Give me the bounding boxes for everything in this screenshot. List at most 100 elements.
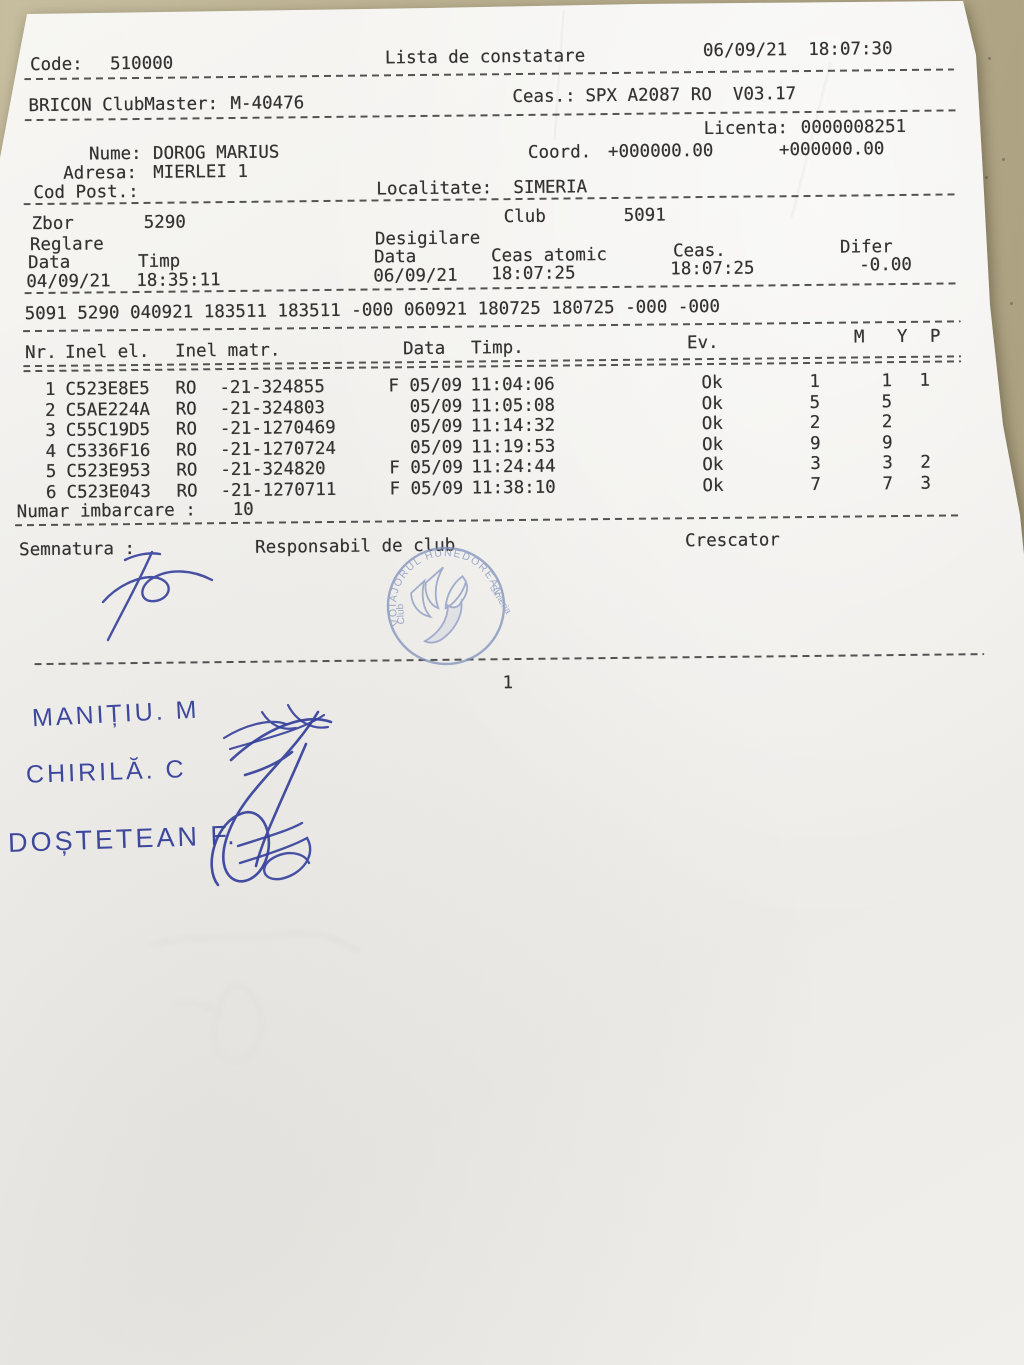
cell-y: 7 xyxy=(882,474,894,495)
cell-inel_matr: -21-1270711 xyxy=(220,479,337,502)
cell-m: 7 xyxy=(810,474,822,495)
cell-ev: Ok xyxy=(702,475,724,497)
page-number: 1 xyxy=(502,673,514,694)
cell-timp: 11:24:44 xyxy=(471,457,556,478)
locality-label: Localitate: xyxy=(376,178,493,200)
clock-value-2: 18:07:25 xyxy=(670,258,755,280)
boarding-count-label: Numar imbarcare : xyxy=(16,500,196,523)
postcode-label: Cod Post.: xyxy=(33,181,139,204)
cell-timp: 11:19:53 xyxy=(470,436,556,458)
handwritten-name-2: CHIRILĂ. C xyxy=(25,755,188,789)
cell-inel_el: C523E953 xyxy=(66,461,151,483)
background-speck xyxy=(985,176,988,179)
cell-f: F xyxy=(389,458,400,479)
name-label: Nume: xyxy=(88,143,142,165)
cell-m: 3 xyxy=(810,454,821,475)
stamp-pigeon-icon xyxy=(410,566,469,644)
cell-data: 05/09 xyxy=(410,478,464,500)
cell-y: 1 xyxy=(881,371,893,392)
cell-nr: 5 xyxy=(45,462,57,483)
cell-ev: Ok xyxy=(701,372,723,394)
coord-value-1: +000000.00 xyxy=(607,140,714,163)
cell-f: F xyxy=(389,479,401,500)
cell-inel_matr: -21-1270469 xyxy=(219,418,336,440)
cell-inel_matr: -21-1270724 xyxy=(219,438,337,460)
cell-data: 05/09 xyxy=(410,457,464,479)
cell-y: 9 xyxy=(881,432,893,453)
stamp-text-right: Simeria xyxy=(487,583,514,617)
cell-data: 05/09 xyxy=(409,437,463,458)
cell-f: F xyxy=(388,376,400,397)
cell-data: 05/09 xyxy=(409,416,463,438)
coord-value-2: +000000.00 xyxy=(778,139,885,161)
zbor-value: 5290 xyxy=(143,212,186,233)
cell-timp: 11:05:08 xyxy=(470,395,556,417)
zbor-label: Zbor xyxy=(31,213,74,235)
col-header-y: Y xyxy=(896,326,908,348)
code-label: Code: xyxy=(29,54,83,76)
club-value: 5091 xyxy=(623,205,666,226)
background-speck xyxy=(988,57,991,60)
cell-timp: 11:14:32 xyxy=(470,415,556,437)
cell-inel_el: C55C19D5 xyxy=(65,420,151,441)
col-header-m: M xyxy=(853,327,865,348)
cell-nr: 6 xyxy=(45,482,57,503)
desigilare-data-header: Data xyxy=(373,247,417,268)
cell-p: 1 xyxy=(919,370,931,391)
cell-m: 2 xyxy=(809,413,821,434)
cell-m: 1 xyxy=(809,371,821,392)
report-datetime: 06/09/21 18:07:30 xyxy=(702,39,893,62)
col-header-nr: Nr. xyxy=(24,342,57,364)
cell-nr: 1 xyxy=(44,379,56,400)
cell-nr: 4 xyxy=(45,441,57,462)
cell-tara: RO xyxy=(175,378,197,399)
cell-ev: Ok xyxy=(701,414,724,435)
reglare-timp-header: Timp xyxy=(138,251,181,272)
report-title: Lista de constatare xyxy=(384,46,586,69)
cell-y: 5 xyxy=(881,391,893,412)
device-label: BRICON ClubMaster: xyxy=(28,94,219,117)
cell-y: 3 xyxy=(882,453,893,474)
stamp-text-left: Club xyxy=(395,603,407,625)
cell-inel_matr: -21-324855 xyxy=(219,377,325,399)
cell-inel_el: C523E043 xyxy=(66,481,151,503)
address-label: Adresa: xyxy=(63,162,138,184)
cell-ev: Ok xyxy=(702,455,724,476)
cell-tara: RO xyxy=(175,440,198,461)
device-value: M-40476 xyxy=(230,93,305,115)
cell-p: 3 xyxy=(920,473,932,494)
cell-tara: RO xyxy=(175,398,197,420)
cell-ev: Ok xyxy=(701,434,724,455)
cell-nr: 2 xyxy=(45,400,56,421)
cell-ev: Ok xyxy=(701,393,723,414)
clock-value: SPX A2087 RO V03.17 xyxy=(585,84,797,107)
reglare-data-value: 04/09/21 xyxy=(26,271,111,293)
cell-timp: 11:38:10 xyxy=(471,477,556,499)
raw-code-line: 5091 5290 040921 183511 183511 -000 0609… xyxy=(24,296,721,325)
cell-nr: 3 xyxy=(45,421,56,442)
col-header-inel-el: Inel el. xyxy=(64,341,150,363)
cell-inel_el: C5AE224A xyxy=(65,399,151,421)
coord-label: Coord. xyxy=(527,142,592,163)
col-header-ev: Ev. xyxy=(686,332,719,354)
license-label: Licenta: xyxy=(703,118,789,140)
background-speck xyxy=(1010,302,1013,305)
difference-value: -0.00 xyxy=(859,254,912,276)
cell-inel_el: C523E8E5 xyxy=(65,378,150,400)
name-value: DOROG MARIUS xyxy=(152,142,280,164)
cell-tara: RO xyxy=(175,419,198,440)
boarding-count-value: 10 xyxy=(232,499,254,521)
reglare-timp-value: 18:35:11 xyxy=(136,270,221,292)
cell-y: 2 xyxy=(881,412,893,433)
col-header-inel-matr: Inel matr. xyxy=(174,340,281,362)
clock-label: Ceas.: xyxy=(512,86,576,108)
background-speck xyxy=(1002,158,1005,161)
code-value: 510000 xyxy=(109,53,174,75)
reglare-data-header: Data xyxy=(28,252,71,274)
club-label: Club xyxy=(503,206,546,228)
cell-data: 05/09 xyxy=(409,375,463,397)
col-header-p: P xyxy=(929,326,941,347)
